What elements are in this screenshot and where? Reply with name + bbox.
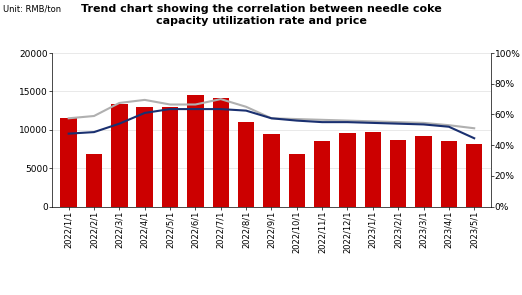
- Bar: [86, 154, 102, 206]
- Bar: [390, 140, 407, 206]
- Bar: [416, 136, 432, 206]
- Bar: [441, 141, 457, 206]
- Bar: [187, 95, 204, 206]
- Bar: [111, 104, 127, 206]
- Bar: [162, 107, 179, 206]
- Text: Unit: RMB/ton: Unit: RMB/ton: [3, 4, 61, 14]
- Bar: [136, 107, 153, 206]
- Bar: [466, 144, 482, 206]
- Bar: [339, 133, 355, 206]
- Bar: [61, 117, 77, 206]
- Bar: [364, 132, 381, 206]
- Text: Trend chart showing the correlation between needle coke
capacity utilization rat: Trend chart showing the correlation betw…: [80, 4, 442, 26]
- Bar: [263, 135, 280, 206]
- Bar: [289, 154, 305, 206]
- Bar: [314, 140, 330, 206]
- Bar: [212, 98, 229, 206]
- Bar: [238, 122, 254, 206]
